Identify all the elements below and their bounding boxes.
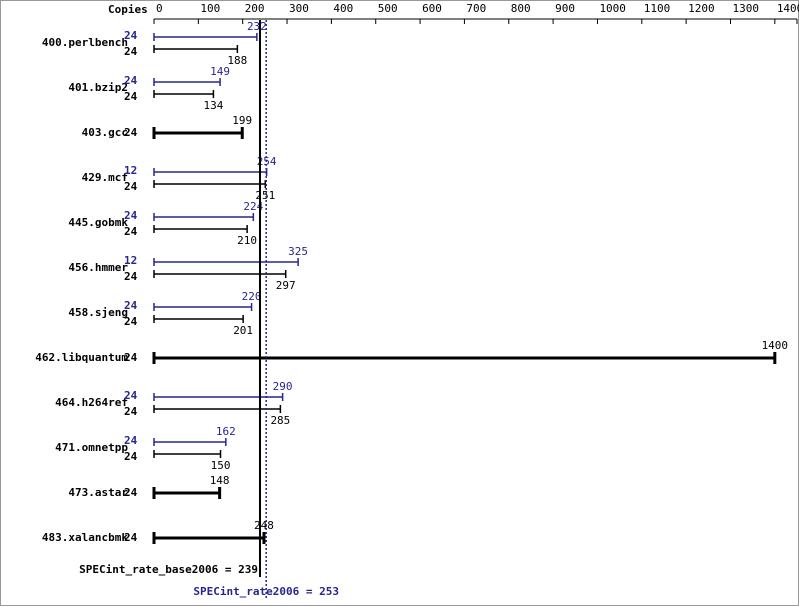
base-bar — [153, 90, 215, 98]
base-bar — [153, 450, 222, 458]
base-value-label: 1400 — [762, 339, 789, 352]
base-copies: 24 — [124, 180, 138, 193]
peak-copies: 24 — [124, 209, 138, 222]
base-value-label: 134 — [203, 99, 223, 112]
benchmark-label: 400.perlbench — [42, 36, 128, 49]
copies: 24 — [124, 351, 138, 364]
base-bar — [153, 45, 239, 53]
peak-value-label: 224 — [243, 200, 263, 213]
benchmark-label: 456.hmmer — [68, 261, 128, 274]
copies: 24 — [124, 126, 138, 139]
copies-header: Copies — [108, 3, 148, 16]
x-tick-label: 1400 — [777, 2, 799, 15]
base-bar — [153, 225, 248, 233]
base-bar — [153, 180, 267, 188]
benchmark-label: 464.h264ref — [55, 396, 128, 409]
x-tick-label: 600 — [422, 2, 442, 15]
peak-copies: 24 — [124, 29, 138, 42]
benchmark-label: 458.sjeng — [68, 306, 128, 319]
benchmark-label: 429.mcf — [82, 171, 128, 184]
peak-value-label: 290 — [273, 380, 293, 393]
x-tick-label: 500 — [378, 2, 398, 15]
peak-copies: 24 — [124, 299, 138, 312]
base-copies: 24 — [124, 45, 138, 58]
benchmark-label: 401.bzip2 — [68, 81, 128, 94]
peak-copies: 12 — [124, 164, 137, 177]
peak-value-label: 162 — [216, 425, 236, 438]
base-value-label: 150 — [211, 459, 231, 472]
base-value-label: 210 — [237, 234, 257, 247]
benchmark-label: 403.gcc — [82, 126, 128, 139]
x-tick-label: 400 — [333, 2, 353, 15]
base-copies: 24 — [124, 315, 138, 328]
base-copies: 24 — [124, 405, 138, 418]
base-value-label: 201 — [233, 324, 253, 337]
x-tick-label: 700 — [466, 2, 486, 15]
benchmark-label: 445.gobmk — [68, 216, 128, 229]
peak-bar — [153, 303, 253, 311]
base-copies: 24 — [124, 450, 138, 463]
x-tick-label: 200 — [245, 2, 265, 15]
base-mean-label: SPECint_rate_base2006 = 239 — [79, 563, 258, 576]
peak-mean-label: SPECint_rate2006 = 253 — [193, 585, 339, 598]
benchmark-label: 483.xalancbmk — [42, 531, 128, 544]
x-tick-label: 300 — [289, 2, 309, 15]
x-tick-label: 1100 — [644, 2, 671, 15]
base-value-label: 285 — [270, 414, 290, 427]
benchmark-label: 462.libquantum — [35, 351, 128, 364]
base-bar — [152, 127, 244, 139]
peak-bar — [153, 213, 255, 221]
base-value-label: 297 — [276, 279, 296, 292]
x-tick-label: 0 — [156, 2, 163, 15]
peak-copies: 24 — [124, 389, 138, 402]
x-tick-label: 1300 — [732, 2, 759, 15]
peak-value-label: 232 — [247, 20, 267, 33]
peak-value-label: 325 — [288, 245, 308, 258]
peak-value-label: 149 — [210, 65, 230, 78]
x-tick-label: 100 — [200, 2, 220, 15]
base-bar — [153, 315, 244, 323]
base-value-label: 248 — [254, 519, 274, 532]
peak-bar — [153, 78, 221, 86]
base-bar — [152, 487, 222, 499]
base-bar — [152, 352, 777, 364]
x-tick-label: 900 — [555, 2, 575, 15]
peak-copies: 24 — [124, 434, 138, 447]
x-tick-label: 1000 — [599, 2, 626, 15]
x-tick-label: 800 — [511, 2, 531, 15]
base-value-label: 199 — [232, 114, 252, 127]
peak-bar — [153, 33, 258, 41]
benchmark-label: 471.omnetpp — [55, 441, 128, 454]
base-bar — [153, 270, 287, 278]
peak-bar — [153, 258, 299, 266]
peak-bar — [153, 393, 284, 401]
peak-value-label: 220 — [242, 290, 262, 303]
peak-bar — [153, 438, 227, 446]
base-value-label: 188 — [227, 54, 247, 67]
base-value-label: 148 — [210, 474, 230, 487]
x-tick-label: 1200 — [688, 2, 715, 15]
peak-copies: 12 — [124, 254, 137, 267]
base-copies: 24 — [124, 270, 138, 283]
copies: 24 — [124, 486, 138, 499]
base-copies: 24 — [124, 225, 138, 238]
peak-copies: 24 — [124, 74, 138, 87]
base-bar — [152, 532, 266, 544]
benchmark-label: 473.astar — [68, 486, 128, 499]
copies: 24 — [124, 531, 138, 544]
base-copies: 24 — [124, 90, 138, 103]
